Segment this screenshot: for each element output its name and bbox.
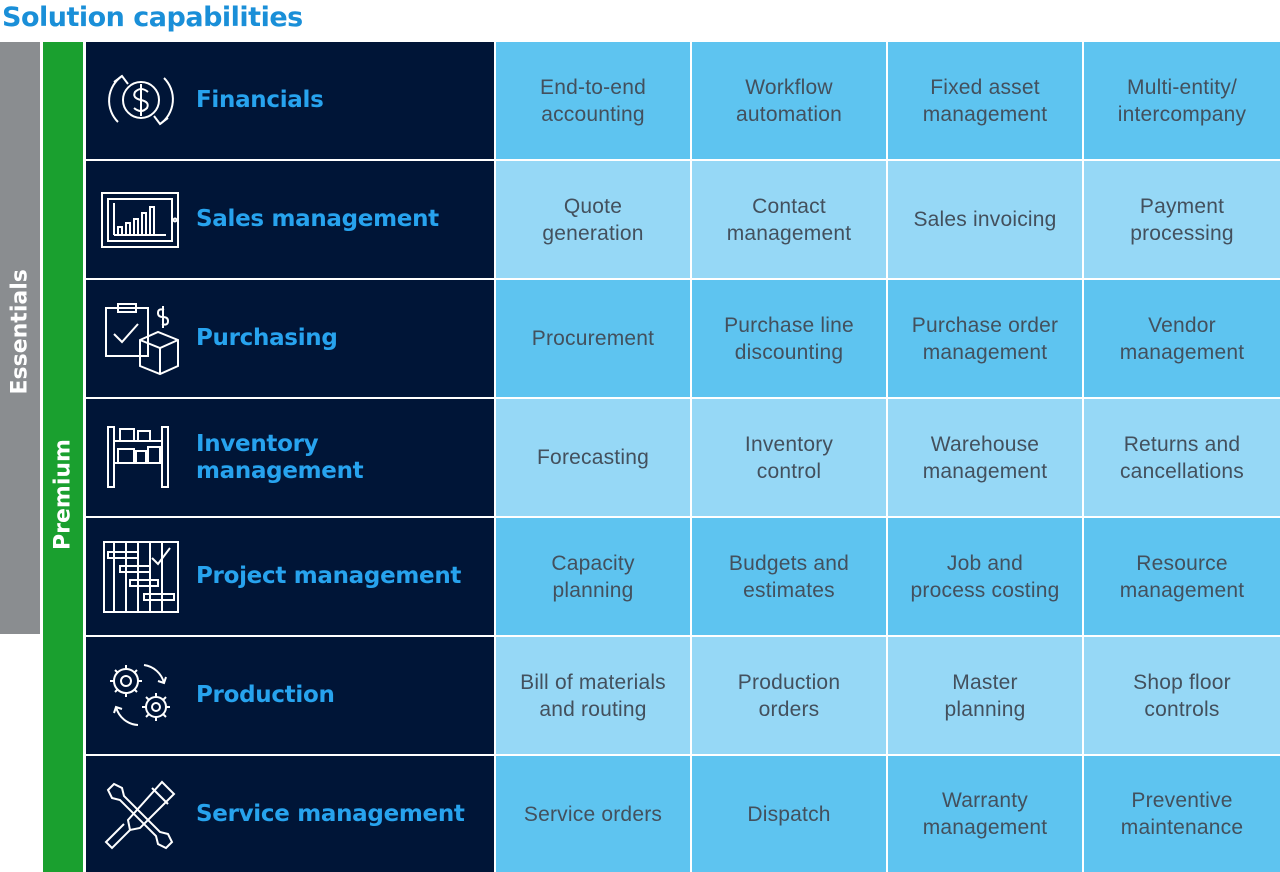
category-cell: Production xyxy=(86,637,494,754)
capability-cell: Master planning xyxy=(888,637,1082,754)
capability-cell: Shop floor controls xyxy=(1084,637,1280,754)
bar-chart-tablet-icon xyxy=(100,181,182,257)
capability-row-production: Production Bill of materials and routing… xyxy=(86,637,1280,754)
category-label: Production xyxy=(196,682,335,708)
capability-cell: Multi-entity/ intercompany xyxy=(1084,42,1280,159)
category-cell: Service management xyxy=(86,756,494,872)
category-cell: Sales management xyxy=(86,161,494,278)
capability-cell: Warehouse management xyxy=(888,399,1082,516)
capability-cell: Bill of materials and routing xyxy=(496,637,690,754)
category-cell: Inventory management xyxy=(86,399,494,516)
capability-cell: Service orders xyxy=(496,756,690,872)
capability-cell: Contact management xyxy=(692,161,886,278)
category-label: Financials xyxy=(196,87,324,113)
capability-cell: Fixed asset management xyxy=(888,42,1082,159)
page-title: Solution capabilities xyxy=(2,2,303,33)
premium-band: Premium xyxy=(43,42,83,872)
capability-cell: Purchase order management xyxy=(888,280,1082,397)
capability-row-purchasing: Purchasing Procurement Purchase line dis… xyxy=(86,280,1280,397)
capability-cell: Purchase line discounting xyxy=(692,280,886,397)
capability-cell: Procurement xyxy=(496,280,690,397)
essentials-band: Essentials xyxy=(0,42,40,634)
category-label: Project management xyxy=(196,563,462,589)
capability-cell: Warranty management xyxy=(888,756,1082,872)
category-label: Service management xyxy=(196,801,465,827)
premium-label: Premium xyxy=(50,439,76,550)
capability-cell: Returns and cancellations xyxy=(1084,399,1280,516)
clipboard-box-icon xyxy=(100,300,182,376)
capability-cell: Inventory control xyxy=(692,399,886,516)
capability-cell: Workflow automation xyxy=(692,42,886,159)
category-label: Sales management xyxy=(196,206,439,232)
capability-cell: Resource management xyxy=(1084,518,1280,635)
gears-cycle-icon xyxy=(100,657,182,733)
capability-cell: Vendor management xyxy=(1084,280,1280,397)
gantt-checklist-icon xyxy=(100,538,182,614)
capability-cell: Job and process costing xyxy=(888,518,1082,635)
category-cell: Financials xyxy=(86,42,494,159)
capability-cell: Payment processing xyxy=(1084,161,1280,278)
capability-cell: End-to-end accounting xyxy=(496,42,690,159)
capability-cell: Production orders xyxy=(692,637,886,754)
category-cell: Purchasing xyxy=(86,280,494,397)
essentials-label: Essentials xyxy=(7,269,33,395)
category-label: Purchasing xyxy=(196,325,338,351)
capability-row-financials: Financials End-to-end accounting Workflo… xyxy=(86,42,1280,159)
capability-cell: Quote generation xyxy=(496,161,690,278)
capability-cell: Preventive maintenance xyxy=(1084,756,1280,872)
capability-cell: Forecasting xyxy=(496,399,690,516)
capability-row-sales: Sales management Quote generation Contac… xyxy=(86,161,1280,278)
category-cell: Project management xyxy=(86,518,494,635)
capability-cell: Capacity planning xyxy=(496,518,690,635)
category-label: Inventory management xyxy=(196,430,364,484)
capability-row-inventory: Inventory management Forecasting Invento… xyxy=(86,399,1280,516)
capability-row-service: Service management Service orders Dispat… xyxy=(86,756,1280,872)
shelving-icon xyxy=(100,419,182,495)
capabilities-grid: Financials End-to-end accounting Workflo… xyxy=(86,42,1280,872)
capability-cell: Budgets and estimates xyxy=(692,518,886,635)
capability-cell: Dispatch xyxy=(692,756,886,872)
capability-row-project: Project management Capacity planning Bud… xyxy=(86,518,1280,635)
capability-cell: Sales invoicing xyxy=(888,161,1082,278)
wrench-screwdriver-icon xyxy=(100,776,182,852)
dollar-cycle-icon xyxy=(100,62,182,138)
